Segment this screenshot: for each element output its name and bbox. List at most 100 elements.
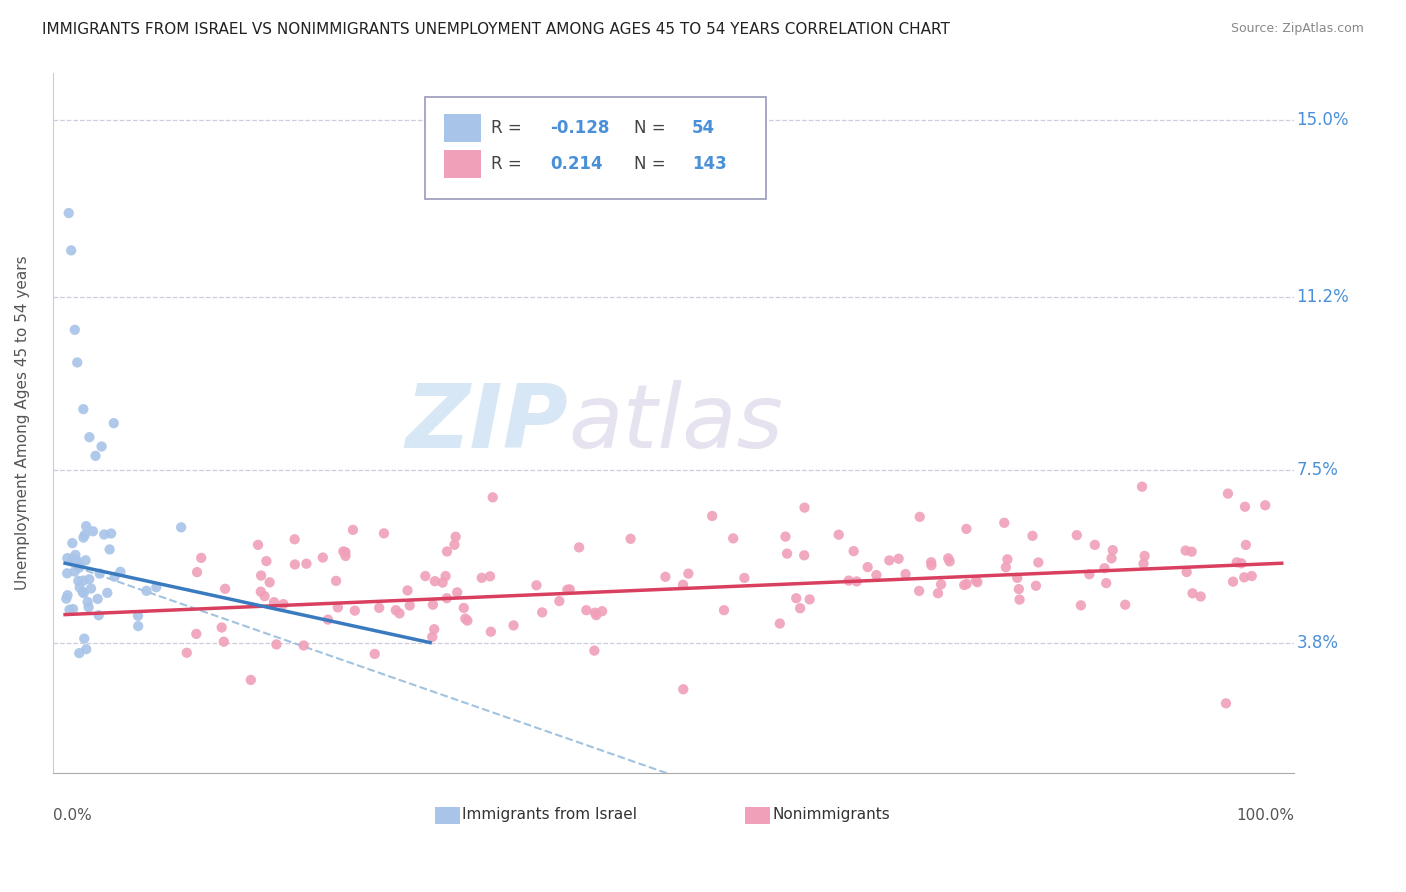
Point: [273, 597, 295, 611]
Point: [557, 582, 579, 597]
Text: Nonimmigrants: Nonimmigrants: [773, 807, 890, 822]
Point: [388, 607, 411, 621]
Point: [775, 530, 797, 544]
Point: [828, 527, 851, 541]
Text: N =: N =: [634, 155, 671, 173]
Point: [73, 632, 96, 646]
Point: [936, 551, 959, 566]
Point: [93, 527, 115, 541]
Point: [312, 550, 335, 565]
Point: [583, 606, 606, 620]
Point: [997, 552, 1019, 566]
Point: [69, 580, 91, 594]
Point: [56, 588, 79, 602]
Point: [254, 554, 277, 568]
Point: [79, 430, 101, 444]
Point: [993, 516, 1015, 530]
Point: [420, 630, 443, 644]
Point: [176, 646, 198, 660]
Point: [1025, 579, 1047, 593]
Point: [436, 544, 458, 558]
Point: [385, 603, 408, 617]
Point: [60, 244, 83, 258]
Point: [82, 524, 104, 539]
Point: [63, 565, 86, 579]
Point: [585, 608, 607, 623]
Point: [856, 560, 879, 574]
Point: [1222, 574, 1244, 589]
Point: [1021, 529, 1043, 543]
Point: [1101, 543, 1123, 558]
Point: [1095, 576, 1118, 591]
Text: 143: 143: [692, 155, 727, 173]
Point: [104, 570, 127, 584]
Point: [672, 578, 695, 592]
Text: 11.2%: 11.2%: [1296, 288, 1350, 306]
Point: [72, 574, 94, 588]
Point: [434, 569, 457, 583]
Point: [326, 600, 349, 615]
Point: [86, 591, 108, 606]
Point: [713, 603, 735, 617]
Point: [75, 642, 97, 657]
Point: [211, 620, 233, 634]
Point: [342, 523, 364, 537]
Point: [250, 568, 273, 582]
Point: [76, 595, 98, 609]
Point: [80, 582, 103, 596]
Text: 0.214: 0.214: [551, 155, 603, 173]
Point: [1234, 538, 1257, 552]
Point: [249, 584, 271, 599]
Point: [266, 637, 288, 651]
Point: [591, 604, 613, 618]
Text: R =: R =: [491, 155, 527, 173]
Point: [443, 538, 465, 552]
Point: [956, 577, 979, 591]
Point: [1078, 567, 1101, 582]
Point: [63, 323, 86, 337]
Text: 15.0%: 15.0%: [1296, 111, 1348, 128]
Point: [575, 603, 598, 617]
Point: [436, 591, 458, 606]
Point: [1215, 696, 1237, 710]
Point: [865, 568, 887, 582]
Point: [994, 560, 1017, 574]
Point: [845, 574, 868, 589]
Text: IMMIGRANTS FROM ISRAEL VS NONIMMIGRANTS UNEMPLOYMENT AMONG AGES 45 TO 54 YEARS C: IMMIGRANTS FROM ISRAEL VS NONIMMIGRANTS …: [42, 22, 950, 37]
Point: [1094, 561, 1116, 575]
Point: [955, 522, 977, 536]
Point: [929, 577, 952, 591]
Text: N =: N =: [634, 119, 671, 136]
Point: [471, 571, 494, 585]
Point: [247, 538, 270, 552]
Point: [938, 554, 960, 568]
Text: 100.0%: 100.0%: [1236, 808, 1294, 823]
Point: [89, 566, 111, 581]
Text: Source: ZipAtlas.com: Source: ZipAtlas.com: [1230, 22, 1364, 36]
Point: [583, 643, 606, 657]
Point: [776, 547, 799, 561]
Point: [96, 586, 118, 600]
Point: [920, 555, 942, 569]
Point: [842, 544, 865, 558]
Point: [75, 553, 97, 567]
Point: [1233, 570, 1256, 584]
Point: [77, 572, 100, 586]
Point: [702, 508, 724, 523]
Point: [145, 580, 167, 594]
Point: [1254, 498, 1277, 512]
Point: [284, 533, 307, 547]
Point: [654, 570, 676, 584]
Point: [558, 582, 581, 597]
Point: [214, 582, 236, 596]
Point: [721, 532, 744, 546]
Point: [368, 600, 391, 615]
Point: [67, 574, 90, 588]
Point: [894, 567, 917, 582]
Point: [1066, 528, 1088, 542]
Point: [253, 589, 276, 603]
Point: [920, 558, 942, 573]
Point: [58, 603, 80, 617]
Point: [479, 624, 502, 639]
Point: [568, 541, 591, 555]
